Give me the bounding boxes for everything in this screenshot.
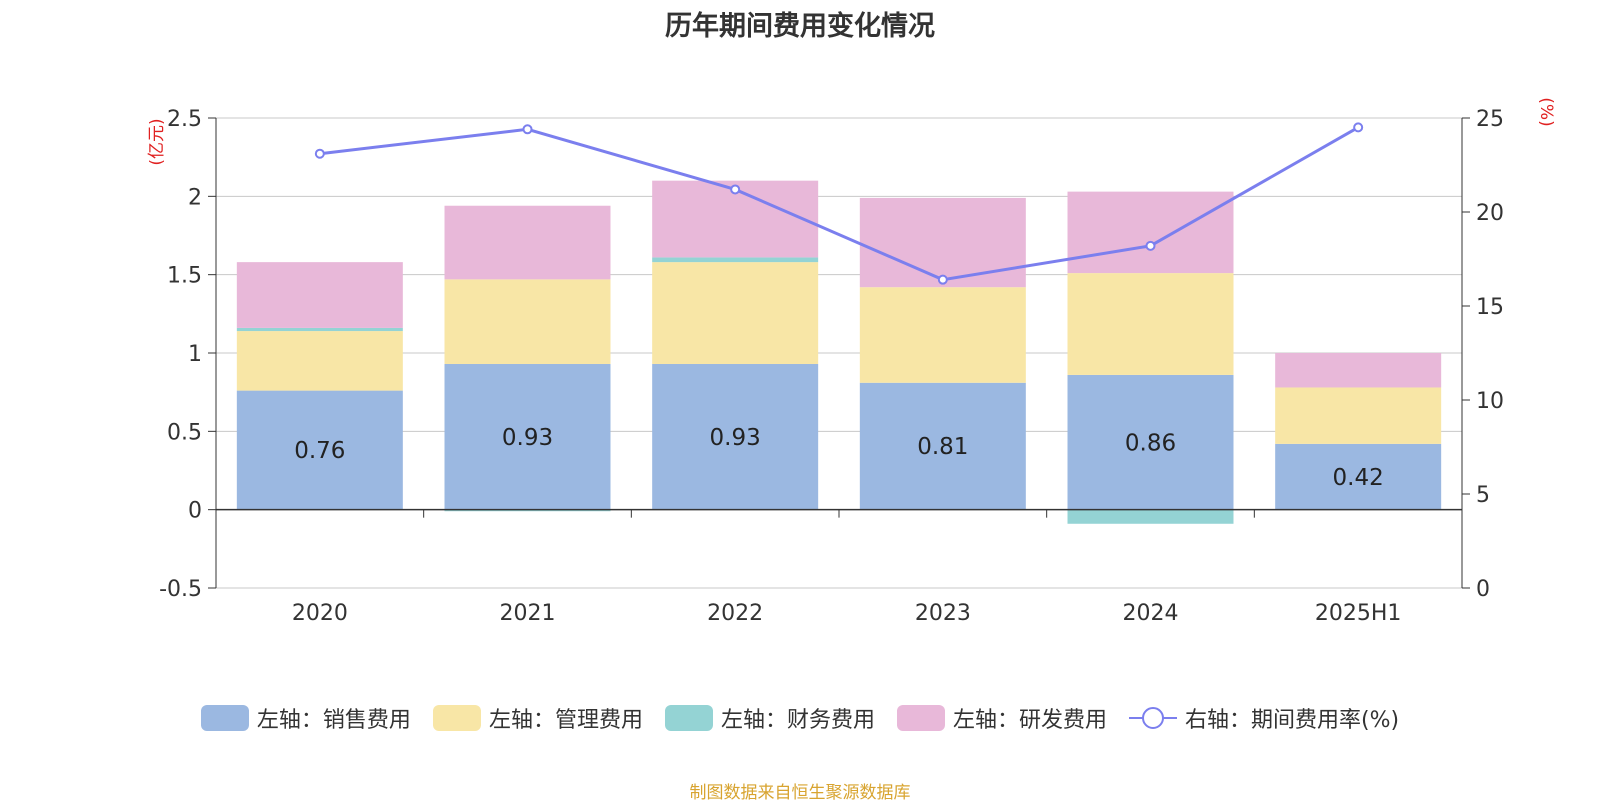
right-axis-tick-label: 5	[1476, 483, 1490, 508]
bar-value-label: 0.81	[917, 434, 968, 460]
left-axis-tick-label: 1.5	[167, 264, 202, 289]
category-label: 2023	[915, 601, 971, 626]
category-label: 2025H1	[1315, 601, 1402, 626]
legend-label-expense-ratio: 右轴：期间费用率(%)	[1184, 708, 1400, 733]
left-axis-tick-label: 0	[188, 499, 202, 524]
expense-ratio-point	[314, 148, 325, 159]
bar-sales	[236, 390, 403, 510]
bar-value-label: 0.86	[1125, 430, 1176, 456]
legend-label-rnd: 左轴：研发费用	[952, 708, 1107, 733]
legend-item-expense-ratio[interactable]: 右轴：期间费用率(%)	[1128, 702, 1400, 734]
bar-sales	[444, 363, 611, 510]
expense-ratio-point	[522, 124, 533, 135]
bar-admin	[1067, 273, 1234, 375]
chart-canvas: -0.5 0 0.5 1 1.5 2 2.5 0 5 10 15 20 25 (亿元) (%) 0.76 0.9…	[147, 97, 1556, 626]
left-axis-unit-label: (亿元)	[147, 118, 167, 165]
bar-admin	[236, 331, 403, 391]
legend-item-sales[interactable]: 左轴：销售费用	[200, 702, 411, 734]
right-axis-tick-label: 15	[1476, 295, 1504, 320]
legend-swatch-finance	[664, 705, 713, 731]
bar-finance	[236, 327, 403, 332]
bar-rnd	[444, 205, 611, 280]
legend-swatch-expense-ratio	[1128, 705, 1177, 731]
legend-swatch-rnd	[896, 705, 945, 731]
bar-rnd	[1275, 353, 1442, 388]
legend-swatch-sales	[200, 705, 249, 731]
right-axis-tick-label: 20	[1476, 201, 1504, 226]
bar-admin	[444, 279, 611, 364]
category-label: 2021	[500, 601, 556, 626]
left-axis-tick-label: 0.5	[167, 420, 202, 445]
legend: 左轴：销售费用 左轴：管理费用 左轴：财务费用 左轴：研发费用 右轴：期间费用率…	[0, 702, 1600, 734]
bar-rnd	[1067, 191, 1234, 274]
legend-item-rnd[interactable]: 左轴：研发费用	[896, 702, 1107, 734]
right-axis-tick-label: 25	[1476, 107, 1504, 132]
chart-title: 历年期间费用变化情况	[665, 11, 935, 42]
right-axis-tick-label: 0	[1476, 577, 1490, 602]
expense-ratio-point	[937, 274, 948, 285]
right-axis-unit-label: (%)	[1536, 97, 1556, 126]
bar-value-label: 0.93	[710, 425, 761, 451]
category-label: 2020	[292, 601, 348, 626]
legend-swatch-admin	[432, 705, 481, 731]
bar-finance	[652, 257, 819, 263]
left-axis-tick-label: 1	[188, 342, 202, 367]
bar-sales	[1067, 374, 1234, 510]
left-axis-tick-label: 2	[188, 185, 202, 210]
legend-label-finance: 左轴：财务费用	[720, 708, 875, 733]
bar-value-label: 0.76	[294, 438, 345, 464]
bar-value-label: 0.42	[1333, 465, 1384, 491]
right-axis-tick-label: 10	[1476, 389, 1504, 414]
bar-rnd	[236, 262, 403, 328]
expense-ratio-line	[319, 126, 1359, 282]
legend-item-admin[interactable]: 左轴：管理费用	[432, 702, 643, 734]
category-label: 2024	[1123, 601, 1179, 626]
bar-sales	[859, 382, 1026, 510]
bar-sales	[652, 363, 819, 510]
bar-rnd	[859, 197, 1026, 288]
legend-label-sales: 左轴：销售费用	[256, 708, 411, 733]
bar-sales	[1275, 443, 1442, 510]
expense-ratio-point	[1145, 240, 1156, 251]
bar-admin	[1275, 387, 1442, 444]
expense-ratio-point	[1353, 122, 1364, 133]
left-axis-tick-label: 2.5	[167, 107, 202, 132]
legend-item-finance[interactable]: 左轴：财务费用	[664, 702, 875, 734]
expense-ratio-point	[730, 184, 741, 195]
bar-admin	[652, 262, 819, 364]
category-label: 2022	[707, 601, 763, 626]
bar-admin	[859, 287, 1026, 383]
data-source-note: 制图数据来自恒生聚源数据库	[689, 783, 911, 803]
bar-value-label: 0.93	[502, 425, 553, 451]
legend-label-admin: 左轴：管理费用	[488, 708, 643, 733]
bar-finance	[444, 509, 611, 512]
left-axis-tick-label: -0.5	[159, 577, 202, 602]
bar-finance	[1067, 509, 1234, 524]
